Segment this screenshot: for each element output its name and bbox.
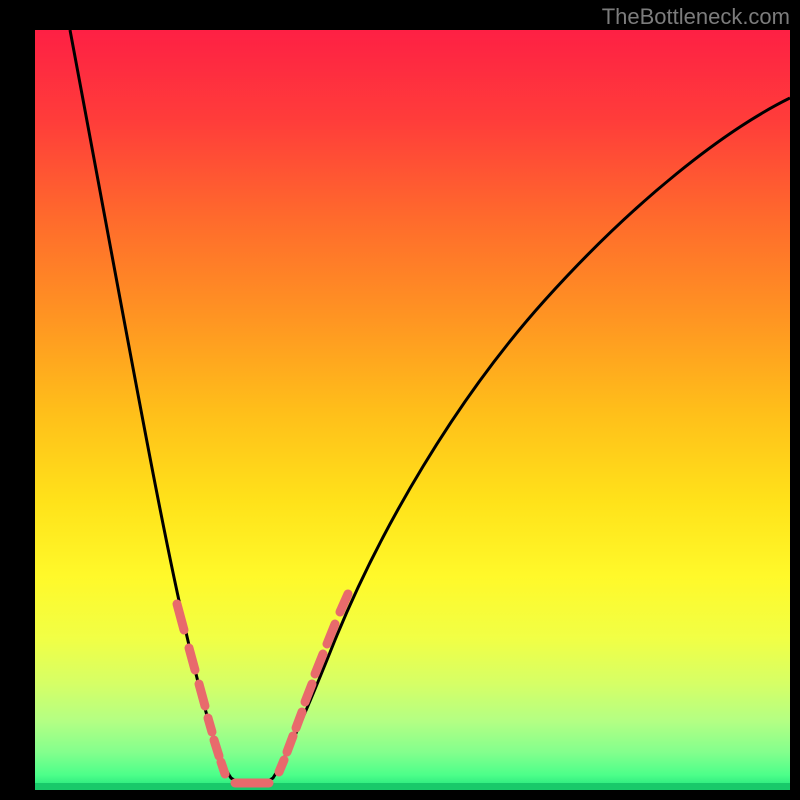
dash-mark — [189, 648, 195, 670]
dash-mark — [214, 740, 219, 756]
root-container: TheBottleneck.com — [0, 0, 800, 800]
plot-frame — [35, 30, 790, 790]
dash-mark — [296, 712, 302, 728]
dash-mark — [221, 762, 225, 774]
chart-background — [35, 30, 790, 790]
dash-mark — [208, 718, 212, 732]
dash-mark — [199, 684, 205, 706]
dash-mark — [279, 760, 284, 772]
chart-svg — [35, 30, 790, 790]
watermark-text: TheBottleneck.com — [602, 4, 790, 30]
dash-mark — [287, 736, 293, 752]
bottom-green-bar — [35, 783, 790, 790]
